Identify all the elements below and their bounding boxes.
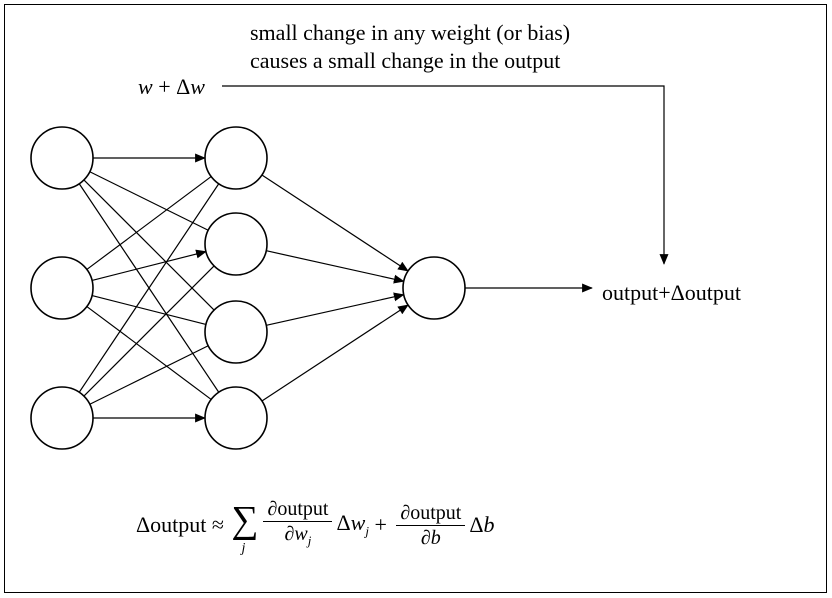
neuron-node: [205, 213, 267, 275]
annotation-arrow-line: [222, 86, 664, 264]
gradient-formula: Δoutput ≈ ∑j∂output∂wjΔwj + ∂output∂bΔb: [136, 498, 495, 552]
edge: [90, 172, 208, 231]
annotation-arrow: [222, 86, 664, 264]
edge: [92, 252, 206, 281]
caption-line-1: small change in any weight (or bias): [250, 20, 570, 46]
edge: [84, 180, 214, 310]
edge: [84, 266, 214, 396]
neuron-node: [205, 127, 267, 189]
neuron-node: [403, 257, 465, 319]
neuron-node: [205, 387, 267, 449]
neuron-node: [205, 301, 267, 363]
output-change-label: output+Δoutput: [602, 280, 741, 306]
edge: [262, 175, 408, 271]
edge: [92, 296, 206, 325]
neuron-node: [31, 127, 93, 189]
edge: [262, 305, 408, 401]
edge: [90, 346, 208, 405]
caption-line-2: causes a small change in the output: [250, 48, 560, 74]
weight-change-label: w + Δw: [138, 74, 205, 100]
neuron-node: [31, 387, 93, 449]
network-edges: [79, 158, 592, 418]
neuron-node: [31, 257, 93, 319]
